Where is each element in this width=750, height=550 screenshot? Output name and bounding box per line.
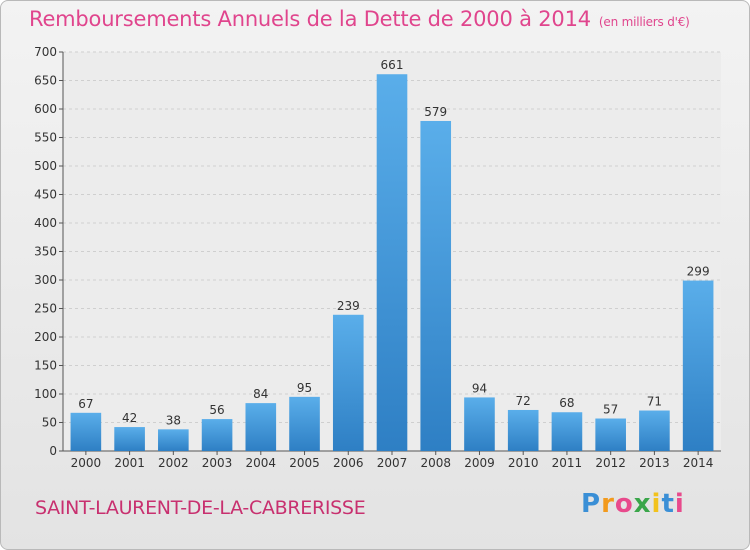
y-tick-label: 50 <box>42 416 57 430</box>
data-label: 71 <box>647 395 662 409</box>
x-tick-label: 2012 <box>595 456 626 470</box>
chart-subtitle: (en milliers d'€) <box>598 15 690 29</box>
x-tick-label: 2003 <box>202 456 233 470</box>
logo-letter: t <box>661 489 675 519</box>
x-tick-label: 2000 <box>71 456 102 470</box>
bar <box>70 412 102 451</box>
data-label: 67 <box>78 397 93 411</box>
logo-letter: i <box>674 489 685 519</box>
x-tick-label: 2009 <box>464 456 495 470</box>
logo-letter: o <box>614 489 634 519</box>
proxiti-logo: Proxiti <box>581 489 685 519</box>
logo-letter: P <box>581 489 602 519</box>
y-tick-label: 450 <box>34 188 57 202</box>
y-tick-label: 500 <box>34 159 57 173</box>
x-tick-label: 2001 <box>114 456 145 470</box>
y-tick-label: 650 <box>34 74 57 88</box>
data-label: 84 <box>253 387 268 401</box>
bar <box>114 427 145 451</box>
y-tick-label: 600 <box>34 102 57 116</box>
x-tick-label: 2014 <box>683 456 714 470</box>
y-tick-label: 400 <box>34 216 57 230</box>
y-tick-label: 150 <box>34 359 57 373</box>
x-tick-label: 2008 <box>420 456 451 470</box>
data-label: 68 <box>559 396 574 410</box>
bar <box>551 412 583 451</box>
data-label: 94 <box>472 381 487 395</box>
y-tick-label: 0 <box>49 444 57 458</box>
x-tick-label: 2011 <box>552 456 583 470</box>
data-label: 56 <box>209 403 224 417</box>
data-label: 661 <box>381 58 404 72</box>
x-tick-label: 2005 <box>289 456 320 470</box>
data-label: 42 <box>122 411 137 425</box>
x-tick-label: 2004 <box>246 456 277 470</box>
y-tick-label: 700 <box>34 45 57 59</box>
data-label: 72 <box>516 394 531 408</box>
bar <box>245 403 277 451</box>
y-tick-label: 100 <box>34 387 57 401</box>
bar <box>639 410 670 451</box>
bar <box>158 429 189 451</box>
x-tick-label: 2010 <box>508 456 539 470</box>
bar <box>289 396 320 451</box>
x-tick-label: 2002 <box>158 456 189 470</box>
y-tick-label: 200 <box>34 330 57 344</box>
y-tick-label: 350 <box>34 245 57 259</box>
bar <box>420 120 452 451</box>
data-label: 239 <box>337 299 360 313</box>
data-label: 579 <box>424 105 447 119</box>
x-tick-label: 2006 <box>333 456 364 470</box>
bar <box>201 419 233 451</box>
y-tick-label: 550 <box>34 131 57 145</box>
data-label: 95 <box>297 381 312 395</box>
logo-letter: i <box>651 489 662 519</box>
bar <box>376 74 408 451</box>
data-label: 299 <box>687 265 710 279</box>
logo-letter: r <box>601 489 615 519</box>
y-tick-label: 250 <box>34 302 57 316</box>
logo-letter: x <box>633 489 652 519</box>
bar <box>464 397 495 451</box>
y-tick-label: 300 <box>34 273 57 287</box>
chart-title-text: Remboursements Annuels de la Dette de 20… <box>29 7 591 31</box>
bar <box>595 418 626 451</box>
bar <box>507 409 539 451</box>
bar <box>332 314 364 451</box>
x-tick-label: 2007 <box>377 456 408 470</box>
data-label: 38 <box>166 413 181 427</box>
chart-title: Remboursements Annuels de la Dette de 20… <box>29 7 690 37</box>
commune-name: SAINT-LAURENT-DE-LA-CABRERISSE <box>35 497 366 519</box>
bar <box>682 280 714 451</box>
data-label: 57 <box>603 403 618 417</box>
x-tick-label: 2013 <box>639 456 670 470</box>
